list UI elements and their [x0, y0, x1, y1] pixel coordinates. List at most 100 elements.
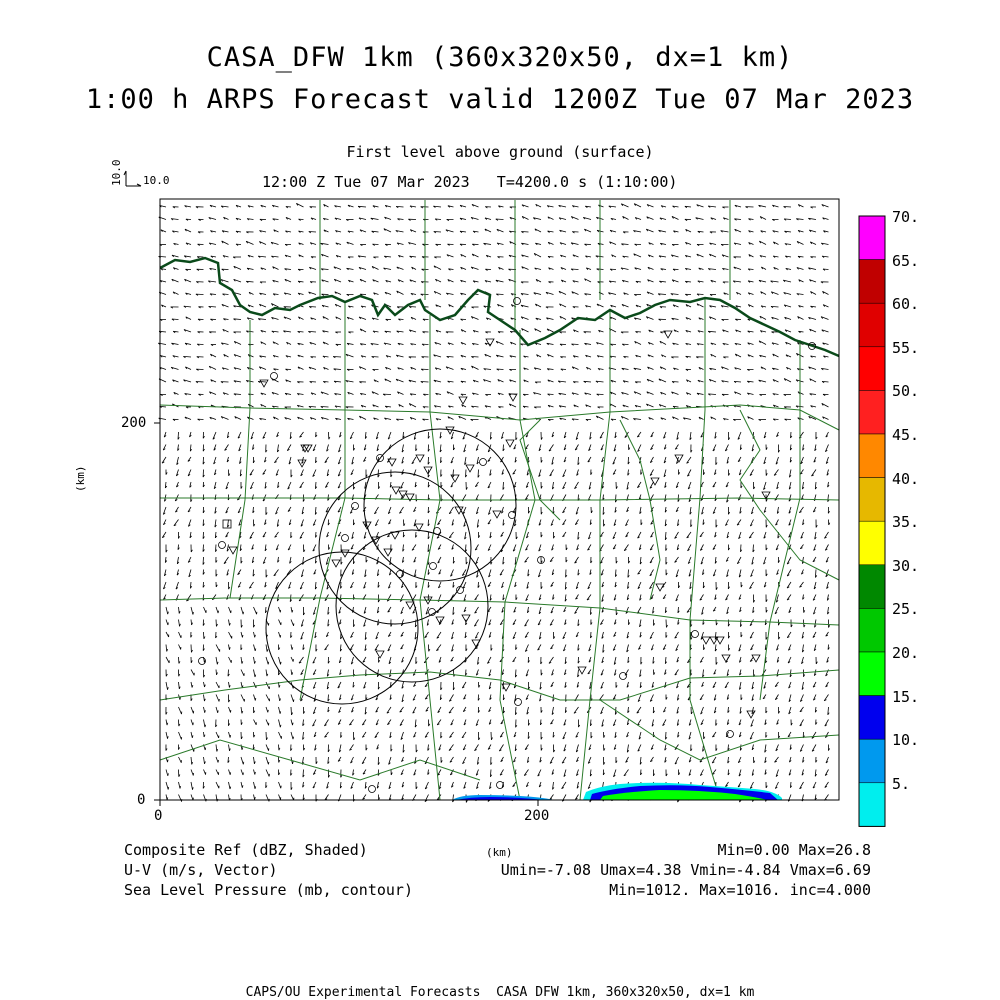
- wind-vector-head: [264, 585, 267, 588]
- wind-vector: [371, 391, 379, 395]
- wind-vector-head: [553, 749, 556, 753]
- wind-vector: [685, 255, 692, 258]
- wind-vector: [648, 242, 654, 245]
- wind-vector: [501, 431, 504, 439]
- wind-vector: [325, 631, 329, 637]
- wind-vector-head: [437, 547, 441, 550]
- wind-vector: [825, 569, 829, 577]
- wind-vector: [272, 405, 279, 408]
- wind-vector-head: [322, 355, 326, 358]
- wind-vector: [214, 494, 217, 500]
- wind-vector: [788, 694, 792, 702]
- wind-vector-head: [359, 415, 362, 419]
- wind-vector-head: [320, 268, 324, 271]
- wind-vector: [425, 706, 429, 712]
- wind-vector-head: [196, 281, 199, 284]
- wind-vector-head: [280, 661, 282, 665]
- wind-vector-head: [235, 230, 239, 234]
- wind-vector-head: [224, 448, 227, 451]
- wind-vector-head: [385, 280, 388, 283]
- wind-vector-head: [811, 474, 814, 477]
- wind-vector: [351, 569, 354, 575]
- wind-vector-head: [788, 487, 792, 490]
- wind-vector-head: [665, 697, 668, 700]
- wind-vector: [559, 417, 567, 420]
- wind-vector: [278, 694, 281, 701]
- wind-vector: [235, 217, 242, 220]
- wind-vector-head: [547, 379, 550, 383]
- wind-vector: [621, 392, 629, 395]
- wind-vector: [383, 267, 392, 270]
- wind-vector-head: [259, 241, 262, 244]
- wind-vector: [165, 681, 168, 690]
- wind-vector: [347, 204, 354, 208]
- wind-vector-head: [285, 217, 288, 220]
- wind-vector-head: [278, 759, 281, 763]
- wind-vector-head: [509, 369, 512, 371]
- wind-vector: [649, 556, 654, 564]
- wind-vector: [577, 456, 579, 465]
- wind-vector-head: [310, 356, 313, 359]
- plot-background: [160, 199, 839, 800]
- wind-vector: [521, 316, 529, 320]
- wind-vector: [649, 756, 654, 762]
- wind-vector-head: [560, 267, 563, 270]
- wind-vector: [371, 266, 379, 270]
- wind-vector: [287, 506, 292, 512]
- wind-vector: [547, 216, 554, 220]
- wind-vector: [822, 342, 829, 345]
- wind-vector-head: [789, 459, 793, 463]
- wind-vector-head: [515, 724, 518, 728]
- wind-vector: [363, 531, 367, 539]
- wind-vector: [349, 644, 354, 651]
- wind-vector-head: [739, 511, 742, 514]
- wind-vector-head: [271, 303, 274, 306]
- wind-vector-head: [477, 662, 480, 665]
- wind-vector-head: [747, 268, 751, 271]
- wind-vector: [627, 469, 629, 476]
- wind-vector: [788, 606, 792, 613]
- wind-vector: [826, 581, 829, 589]
- wind-vector-head: [789, 674, 792, 678]
- wind-vector-head: [527, 736, 530, 739]
- wind-vector-head: [621, 392, 624, 395]
- wind-vector-head: [228, 586, 231, 590]
- wind-vector-head: [787, 661, 791, 664]
- wind-vector: [573, 706, 579, 714]
- wind-vector: [313, 731, 317, 737]
- wind-vector: [215, 744, 218, 752]
- wind-vector-head: [401, 461, 404, 464]
- wind-vector-head: [202, 461, 205, 465]
- wind-vector-head: [249, 586, 252, 589]
- wind-vector: [649, 544, 654, 551]
- wind-vector: [495, 218, 504, 220]
- wind-vector-head: [562, 474, 565, 478]
- wind-vector: [360, 355, 367, 358]
- wind-vector: [349, 431, 354, 439]
- wind-vector: [784, 218, 792, 220]
- wind-vector-head: [340, 636, 343, 640]
- wind-vector-head: [589, 437, 592, 440]
- wind-vector: [271, 330, 279, 333]
- wind-vector: [363, 581, 367, 589]
- wind-vector-head: [587, 548, 590, 551]
- wind-vector: [271, 392, 279, 395]
- wind-vector-head: [509, 379, 512, 382]
- wind-vector-head: [799, 710, 803, 713]
- wind-vector: [463, 594, 467, 602]
- wind-vector: [451, 644, 454, 652]
- wind-vector-head: [508, 278, 511, 282]
- wind-vector-head: [747, 354, 750, 357]
- wind-vector-head: [565, 574, 568, 578]
- wind-vector: [548, 241, 554, 245]
- wind-vector-head: [426, 623, 430, 626]
- wind-vector-head: [271, 255, 274, 258]
- wind-vector-head: [500, 623, 503, 626]
- wind-vector: [251, 556, 254, 563]
- wind-vector: [798, 279, 804, 283]
- wind-vector: [475, 444, 479, 451]
- wind-vector-head: [478, 535, 481, 538]
- wind-vector-head: [760, 366, 763, 370]
- wind-vector-head: [811, 736, 815, 739]
- wind-vector-head: [727, 772, 730, 776]
